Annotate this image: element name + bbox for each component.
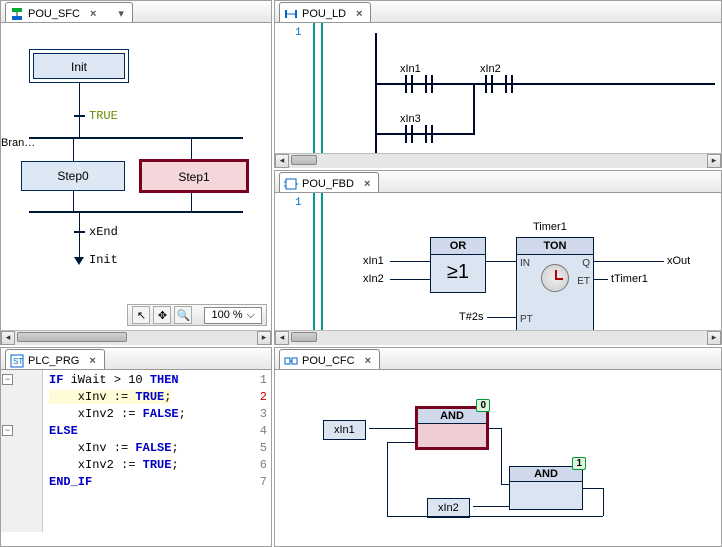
sfc-toolbar: ↖ ✥ 🔍 100 %⌵ (127, 304, 267, 326)
fbd-pt-val: T#2s (459, 311, 483, 323)
code-editor[interactable]: − − 1 2 3 4 5 6 7 IF iWait > 10 THEN xIn… (1, 370, 271, 546)
badge-0: 0 (476, 399, 490, 412)
or-body: ≥1 (431, 255, 485, 284)
tab-plc-prg[interactable]: ST PLC_PRG × (5, 349, 105, 369)
or-block[interactable]: OR ≥1 (430, 237, 486, 293)
cfc-icon (284, 354, 298, 368)
cfc-canvas[interactable]: xIn1 xIn2 AND0 AND1 (275, 370, 721, 546)
jump-icon (74, 257, 84, 265)
close-icon[interactable]: × (364, 178, 370, 190)
sfc-hscroll[interactable]: ◂▸ (1, 330, 271, 344)
and1-head: AND1 (510, 467, 582, 482)
code-line-3: xInv2 := FALSE; (49, 407, 186, 421)
fbd-icon (284, 177, 298, 191)
contact-xin2-label: xIn2 (480, 63, 501, 75)
contact-xin3[interactable] (402, 125, 416, 143)
contact-xin3b[interactable] (422, 125, 436, 143)
ld-tabbar: POU_LD × (275, 1, 721, 23)
ld-icon (284, 7, 298, 21)
ld-canvas[interactable]: 1 xIn1 xIn2 xIn3 (275, 23, 721, 153)
pin-et: ET (577, 276, 590, 287)
fold-1[interactable]: − (2, 374, 13, 385)
tab-label: POU_SFC (28, 8, 80, 20)
fbd-tabbar: POU_FBD × (275, 171, 721, 193)
tab-pou-sfc[interactable]: POU_SFC × ▾ (5, 2, 133, 22)
tab-pou-cfc[interactable]: POU_CFC × (279, 349, 380, 369)
fbd-hscroll[interactable]: ◂▸ (275, 330, 721, 344)
badge-1: 1 (572, 457, 586, 470)
tab-pou-ld[interactable]: POU_LD × (279, 2, 371, 22)
cfc-tabbar: POU_CFC × (275, 348, 721, 370)
trans-true: TRUE (89, 109, 118, 123)
clock-icon (541, 264, 569, 292)
fbd-pane: POU_FBD × 1 xIn1 xIn2 OR ≥1 Timer1 TON I… (274, 170, 722, 345)
timer-name: Timer1 (533, 221, 567, 233)
pointer-icon[interactable]: ↖ (132, 306, 150, 324)
close-icon[interactable]: × (90, 8, 96, 20)
sfc-init-outer: Init (29, 49, 129, 83)
contact-xin1-label: xIn1 (400, 63, 421, 75)
ld-pane: POU_LD × 1 xIn1 xIn2 xIn3 ◂▸ (274, 0, 722, 168)
fold-4[interactable]: − (2, 425, 13, 436)
contact-xin2[interactable] (482, 75, 496, 93)
fbd-out: xOut (667, 255, 690, 267)
sfc-icon (10, 7, 24, 21)
line-gutter (1, 370, 43, 532)
ton-block[interactable]: TON IN Q ET PT (516, 237, 594, 330)
code-line-4: ELSE (49, 424, 78, 438)
ld-hscroll[interactable]: ◂▸ (275, 153, 721, 167)
sfc-tabbar: POU_SFC × ▾ (1, 1, 271, 23)
code-line-6: xInv2 := TRUE; (49, 458, 179, 472)
zoom-select[interactable]: 100 %⌵ (204, 307, 262, 324)
tab-label: POU_LD (302, 8, 346, 20)
contact-xin3-label: xIn3 (400, 113, 421, 125)
branch-label: Bran… (1, 137, 35, 149)
close-icon[interactable]: × (89, 355, 95, 367)
code-line-2: xInv := TRUE; (49, 390, 171, 404)
sfc-init-step[interactable]: Init (33, 53, 125, 79)
cfc-and-0[interactable]: AND0 (415, 406, 489, 450)
fbd-in2: xIn2 (363, 273, 384, 285)
contact-xin1b[interactable] (422, 75, 436, 93)
pin-in: IN (520, 258, 530, 269)
contact-xin2b[interactable] (502, 75, 516, 93)
code-line-7: END_IF (49, 475, 92, 489)
ton-title: TON (517, 238, 593, 255)
pin-q: Q (582, 258, 590, 269)
rung-number: 1 (295, 197, 302, 209)
zoom-icon[interactable]: 🔍 (174, 306, 192, 324)
tab-label: POU_FBD (302, 178, 354, 190)
code-line-1: IF iWait > 10 THEN (49, 373, 179, 387)
rung-number: 1 (295, 27, 302, 39)
sfc-canvas[interactable]: Init TRUE Bran… Step0 Step1 xEnd Init ↖ … (1, 23, 271, 330)
sfc-step0[interactable]: Step0 (21, 161, 125, 191)
tab-dropdown-icon[interactable]: ▾ (118, 7, 124, 20)
close-icon[interactable]: × (365, 355, 371, 367)
tab-label: PLC_PRG (28, 355, 79, 367)
fbd-et-out: tTimer1 (611, 273, 648, 285)
sfc-step1[interactable]: Step1 (139, 159, 249, 193)
xend-label: xEnd (89, 225, 118, 239)
tab-label: POU_CFC (302, 355, 355, 367)
plc-pane: ST PLC_PRG × − − 1 2 3 4 5 6 7 IF iWait … (0, 347, 272, 547)
cfc-and-1[interactable]: AND1 (509, 466, 583, 510)
and0-head: AND0 (418, 409, 486, 424)
move-icon[interactable]: ✥ (153, 306, 171, 324)
or-title: OR (431, 238, 485, 255)
pin-pt: PT (520, 314, 533, 325)
plc-tabbar: ST PLC_PRG × (1, 348, 271, 370)
svg-text:ST: ST (13, 357, 23, 366)
cfc-pane: POU_CFC × xIn1 xIn2 AND0 AND1 (274, 347, 722, 547)
st-icon: ST (10, 354, 24, 368)
code-line-5: xInv := FALSE; (49, 441, 179, 455)
cfc-in2[interactable]: xIn2 (427, 498, 470, 518)
contact-xin1[interactable] (402, 75, 416, 93)
jump-label: Init (89, 253, 118, 267)
fbd-in1: xIn1 (363, 255, 384, 267)
tab-pou-fbd[interactable]: POU_FBD × (279, 172, 379, 192)
cfc-in1[interactable]: xIn1 (323, 420, 366, 440)
fbd-canvas[interactable]: 1 xIn1 xIn2 OR ≥1 Timer1 TON IN Q ET PT … (275, 193, 721, 330)
close-icon[interactable]: × (356, 8, 362, 20)
sfc-pane: POU_SFC × ▾ Init TRUE Bran… Step0 Step1 … (0, 0, 272, 345)
